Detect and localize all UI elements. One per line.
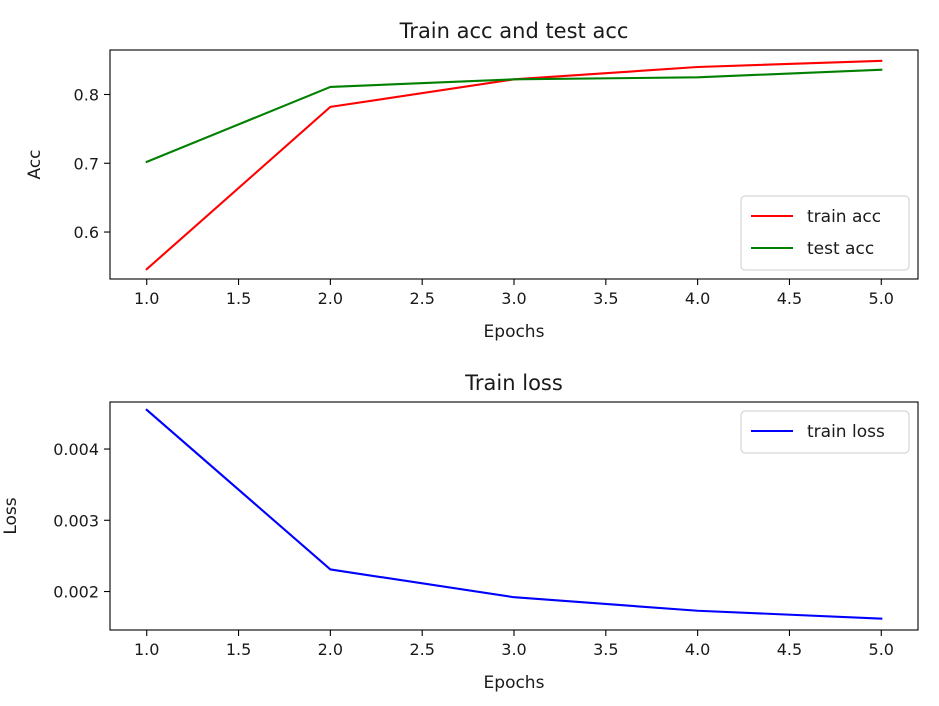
x-tick-label: 1.5 bbox=[226, 289, 251, 308]
chart-title: Train loss bbox=[464, 371, 563, 395]
x-tick-label: 4.5 bbox=[777, 289, 802, 308]
x-tick-label: 3.0 bbox=[501, 640, 526, 659]
x-tick-label: 1.0 bbox=[134, 640, 159, 659]
y-tick-label: 0.7 bbox=[74, 154, 99, 173]
legend-frame bbox=[740, 195, 910, 271]
y-tick-label: 0.004 bbox=[53, 440, 99, 459]
x-tick-label: 4.0 bbox=[685, 289, 710, 308]
x-tick-label: 1.5 bbox=[226, 640, 251, 659]
x-tick-label: 4.5 bbox=[777, 640, 802, 659]
x-tick-label: 2.5 bbox=[409, 289, 434, 308]
legend: train loss bbox=[740, 410, 910, 454]
x-tick-label: 1.0 bbox=[134, 289, 159, 308]
y-tick-label: 0.8 bbox=[74, 85, 99, 104]
chart-title: Train acc and test acc bbox=[399, 19, 629, 43]
y-tick-label: 0.6 bbox=[74, 223, 99, 242]
legend-label: test acc bbox=[807, 239, 874, 259]
series-line-train-loss bbox=[145, 408, 883, 620]
y-axis-label: Acc bbox=[25, 149, 45, 179]
acc-subplot: 1.0 1.5 2.0 2.5 3.0 3.5 4.0 4.5 5.0 0.6 0.7 0.8 Trai… bbox=[25, 19, 919, 342]
y-axis-label: Loss bbox=[1, 497, 21, 534]
x-axis-label: Epochs bbox=[484, 322, 545, 342]
legend: train acc test acc bbox=[740, 195, 910, 271]
x-tick-label: 3.5 bbox=[593, 640, 618, 659]
x-axis-label: Epochs bbox=[484, 673, 545, 693]
y-tick-label: 0.003 bbox=[53, 511, 99, 530]
legend-label: train loss bbox=[807, 422, 885, 442]
x-tick-label: 3.5 bbox=[593, 289, 618, 308]
legend-label: train acc bbox=[807, 207, 881, 227]
x-tick-label: 5.0 bbox=[869, 289, 894, 308]
x-tick-label: 2.0 bbox=[318, 640, 343, 659]
legend-frame bbox=[740, 410, 910, 454]
x-tick-label: 2.0 bbox=[318, 289, 343, 308]
x-tick-label: 3.0 bbox=[501, 289, 526, 308]
y-tick-label: 0.002 bbox=[53, 583, 99, 602]
x-tick-label: 2.5 bbox=[409, 640, 434, 659]
x-tick-label: 5.0 bbox=[869, 640, 894, 659]
loss-subplot: 1.0 1.5 2.0 2.5 3.0 3.5 4.0 4.5 5.0 0.002 0.003 0.0… bbox=[1, 371, 919, 693]
series-line-test-acc bbox=[145, 68, 883, 164]
x-tick-label: 4.0 bbox=[685, 640, 710, 659]
